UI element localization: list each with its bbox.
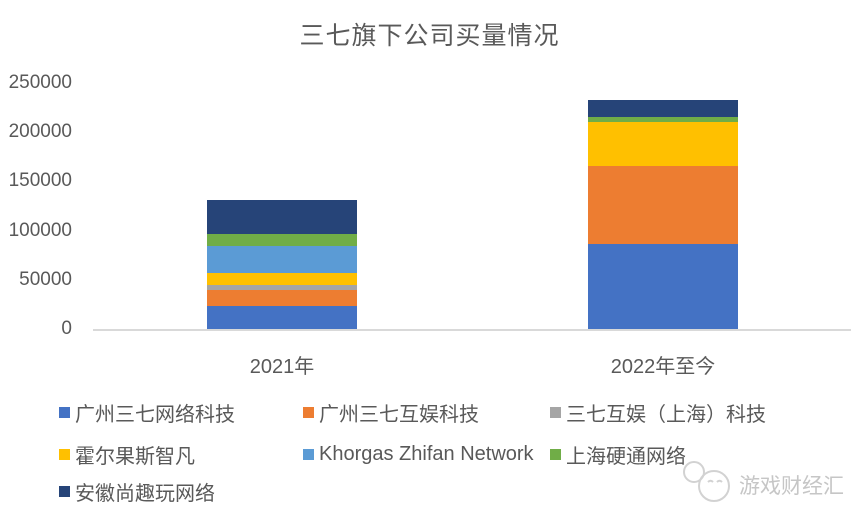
legend-item-label: 霍尔果斯智凡 (75, 445, 195, 468)
legend-swatch (550, 406, 561, 418)
legend-item-label: 上海硬通网络 (566, 445, 686, 468)
watermark: 游戏财经汇 (681, 459, 844, 511)
x-category-label: 2022年至今 (610, 356, 716, 378)
legend-item: 安徽尚趣玩网络 (59, 480, 215, 505)
legend-swatch (59, 406, 70, 418)
stacked-bar-2021年 (207, 83, 357, 329)
y-tick-label: 100000 (8, 219, 72, 241)
legend-item: 广州三七网络科技 (59, 401, 235, 426)
bar-segment (207, 200, 357, 235)
legend-item: Khorgas Zhifan Network (303, 443, 534, 465)
legend-item: 上海硬通网络 (550, 443, 686, 468)
bar-segment (207, 245, 357, 274)
bar-segment (207, 273, 357, 286)
legend-item: 霍尔果斯智凡 (59, 443, 195, 468)
legend-swatch (59, 448, 70, 460)
y-tick-label: 0 (61, 318, 72, 339)
y-tick-label: 250000 (8, 72, 72, 93)
x-axis-line (93, 329, 851, 331)
legend-item-label: 广州三七网络科技 (75, 403, 235, 426)
legend-item: 三七互娱（上海）科技 (550, 401, 766, 426)
legend-swatch (59, 485, 70, 497)
legend-item-label: Khorgas Zhifan Network (319, 442, 534, 465)
legend-item-label: 三七互娱（上海）科技 (566, 403, 766, 426)
chart-title: 三七旗下公司买量情况 (299, 22, 560, 50)
legend-swatch (303, 406, 314, 418)
bar-segment (588, 166, 738, 244)
bar-segment (207, 305, 357, 329)
stacked-bar-2022年至今 (588, 83, 738, 329)
bar-segment (588, 117, 738, 123)
bar-segment (588, 99, 738, 118)
y-tick-label: 200000 (8, 121, 72, 143)
legend-item-label: 广州三七互娱科技 (319, 403, 479, 426)
y-tick-label: 150000 (8, 170, 72, 192)
legend-item: 广州三七互娱科技 (303, 401, 479, 426)
bar-segment (588, 243, 738, 329)
panda-mascot-icon (681, 459, 735, 511)
y-tick-label: 50000 (19, 268, 72, 290)
bar-segment (207, 285, 357, 290)
legend-item-label: 安徽尚趣玩网络 (75, 482, 215, 505)
watermark-text: 游戏财经汇 (739, 475, 844, 498)
legend-swatch (303, 448, 314, 460)
bar-segment (207, 289, 357, 306)
legend-swatch (550, 448, 561, 460)
bar-segment (588, 122, 738, 167)
x-category-label: 2021年 (249, 356, 315, 378)
bar-segment (207, 234, 357, 246)
